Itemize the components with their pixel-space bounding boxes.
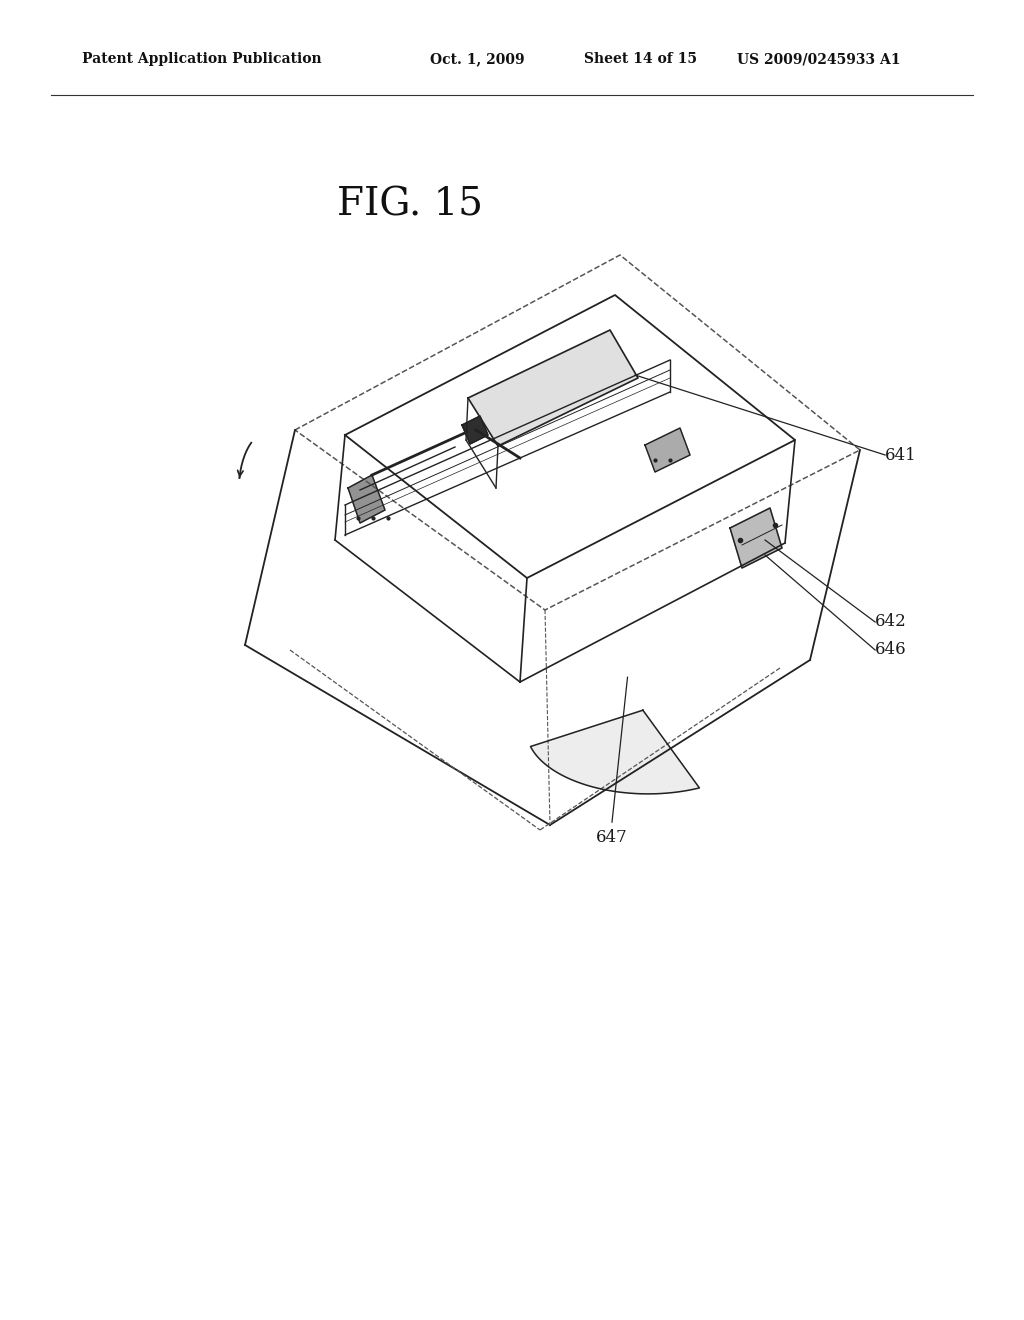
Text: US 2009/0245933 A1: US 2009/0245933 A1: [737, 53, 901, 66]
Polygon shape: [462, 416, 488, 444]
Text: 646: 646: [876, 642, 906, 659]
Text: 641: 641: [885, 446, 916, 463]
Polygon shape: [730, 508, 782, 568]
Polygon shape: [645, 428, 690, 473]
Text: 642: 642: [876, 614, 907, 631]
Text: Sheet 14 of 15: Sheet 14 of 15: [584, 53, 696, 66]
Polygon shape: [468, 330, 638, 446]
Text: Patent Application Publication: Patent Application Publication: [82, 53, 322, 66]
Polygon shape: [348, 475, 385, 523]
Text: Oct. 1, 2009: Oct. 1, 2009: [430, 53, 524, 66]
Polygon shape: [530, 710, 699, 793]
Text: FIG. 15: FIG. 15: [337, 186, 482, 223]
Text: 647: 647: [596, 829, 628, 846]
